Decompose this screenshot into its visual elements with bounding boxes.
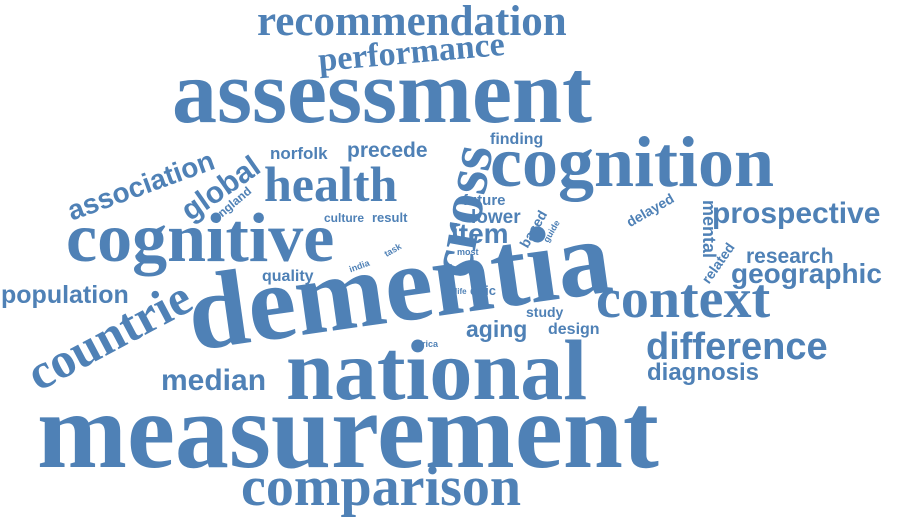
word-finding: finding: [490, 131, 544, 148]
word-life: life: [455, 287, 467, 296]
word-culture: culture: [324, 211, 365, 225]
word-prospective: prospective: [712, 197, 881, 230]
word-measurement: measurement: [37, 372, 659, 491]
word-mental: mental: [699, 199, 720, 259]
word-health: health: [264, 156, 398, 212]
word-result: result: [372, 210, 408, 225]
word-design: design: [548, 321, 600, 338]
word-diagnosis: diagnosis: [647, 359, 760, 386]
word-study: study: [526, 304, 564, 320]
word-cognition: cognition: [490, 122, 775, 202]
word-aging: aging: [466, 316, 528, 342]
word-research: research: [746, 245, 834, 268]
word-median: median: [161, 364, 267, 397]
word-precede: precede: [347, 139, 428, 162]
word-lower: lower: [471, 207, 521, 228]
word-item: item: [451, 218, 509, 249]
word-africa: africa: [414, 339, 439, 349]
word-epic: epic: [470, 283, 497, 298]
word-quality: quality: [262, 268, 314, 285]
word-norfolk: norfolk: [270, 144, 328, 163]
word-comparison: comparison: [241, 456, 521, 518]
word-geographic: geographic: [731, 258, 882, 289]
word-population: population: [1, 281, 129, 309]
word-national: national: [286, 322, 588, 418]
word-most: most: [457, 247, 479, 257]
word-recommendation: recommendation: [257, 0, 567, 45]
word-assessment: assessment: [172, 43, 592, 142]
word-future: future: [463, 192, 506, 209]
word-difference: difference: [646, 326, 828, 368]
word-context: context: [596, 268, 771, 330]
word-cognitive: cognitive: [66, 200, 335, 277]
